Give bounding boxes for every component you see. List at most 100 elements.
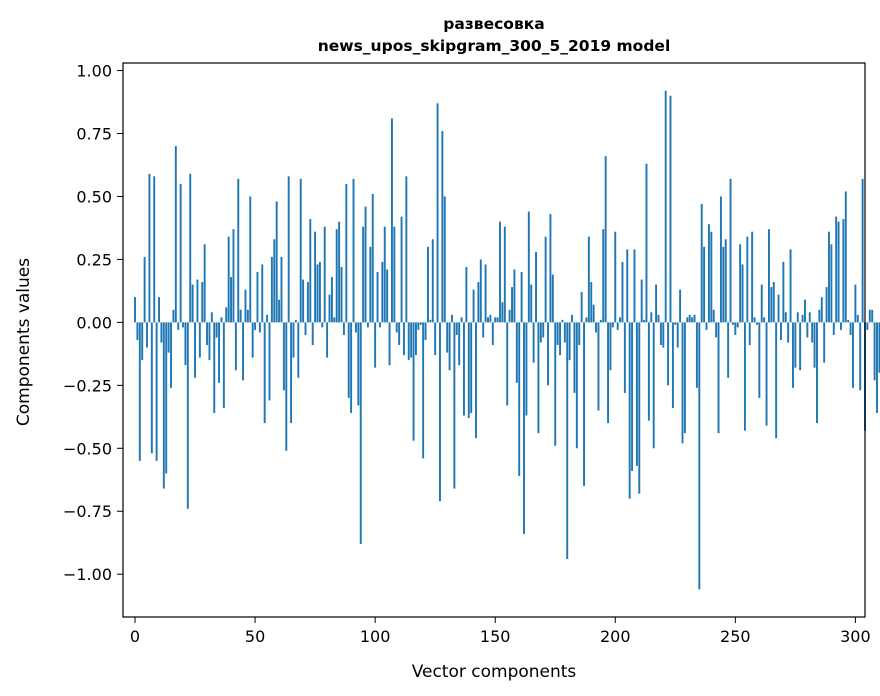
y-tick-label: 0.75 (76, 125, 112, 144)
bar-113 (405, 176, 408, 323)
bar-114 (407, 322, 410, 361)
bar-164 (527, 211, 530, 323)
bar-60 (278, 299, 281, 323)
bar-179 (563, 322, 566, 343)
bar-15 (170, 322, 172, 388)
bar-152 (499, 221, 501, 323)
bar-275 (794, 322, 797, 368)
bar-241 (712, 309, 715, 323)
bar-221 (664, 90, 667, 323)
bar-277 (799, 322, 802, 371)
bar-140 (470, 322, 473, 414)
bar-287 (823, 322, 826, 363)
bar-31 (208, 322, 211, 361)
bar-9 (155, 322, 158, 461)
bar-58 (273, 239, 276, 323)
bar-250 (734, 322, 737, 335)
bar-261 (760, 284, 763, 323)
bar-10 (158, 297, 160, 323)
bar-131 (448, 322, 451, 371)
bar-229 (683, 322, 686, 434)
bar-271 (784, 312, 787, 323)
bar-249 (731, 322, 734, 325)
bar-285 (818, 309, 821, 323)
bar-298 (849, 322, 852, 335)
bar-52 (258, 322, 261, 333)
bar-202 (619, 317, 622, 323)
x-tick-label: 50 (245, 627, 265, 646)
bar-144 (479, 259, 482, 323)
bar-262 (763, 317, 766, 323)
bar-168 (537, 322, 540, 434)
bar-63 (285, 322, 288, 451)
bar-211 (640, 279, 643, 323)
bar-38 (225, 307, 228, 323)
bar-65 (290, 322, 293, 424)
x-tick-label: 250 (720, 627, 751, 646)
bar-180 (566, 322, 569, 560)
bar-90 (350, 322, 353, 414)
bar-70 (302, 279, 305, 323)
bar-93 (357, 322, 360, 406)
bar-45 (242, 322, 245, 381)
bar-81 (328, 294, 331, 323)
bar-155 (506, 322, 509, 406)
bar-170 (542, 322, 545, 338)
bar-238 (705, 322, 708, 330)
bar-178 (561, 319, 564, 323)
bar-99 (371, 193, 374, 323)
bar-103 (381, 261, 384, 323)
bar-156 (508, 309, 511, 323)
bar-56 (268, 322, 271, 401)
bar-300 (854, 284, 857, 323)
bar-42 (234, 322, 237, 371)
bar-2 (138, 322, 141, 461)
bar-217 (655, 284, 658, 323)
bar-266 (772, 282, 775, 323)
y-tick-label: −1.00 (63, 565, 112, 584)
bar-88 (345, 183, 348, 323)
x-tick-label: 200 (600, 627, 631, 646)
bar-54 (263, 322, 266, 424)
bar-121 (424, 322, 427, 340)
bar-46 (244, 289, 247, 323)
bar-28 (201, 282, 204, 323)
bar-21 (184, 322, 187, 366)
bar-7 (150, 322, 153, 454)
bar-134 (455, 322, 458, 335)
bar-84 (335, 229, 338, 323)
bar-32 (210, 312, 213, 323)
bar-129 (443, 196, 446, 323)
bar-279 (804, 299, 806, 323)
bar-248 (729, 178, 732, 323)
bar-182 (571, 314, 573, 323)
bar-273 (789, 249, 792, 323)
bar-74 (311, 322, 314, 346)
bar-133 (453, 322, 456, 489)
bar-95 (362, 226, 365, 323)
bar-200 (614, 231, 617, 323)
bar-132 (451, 314, 453, 323)
bar-22 (186, 322, 189, 509)
bar-153 (501, 302, 504, 323)
bar-224 (671, 322, 674, 408)
bar-51 (256, 272, 259, 323)
bar-196 (604, 156, 607, 323)
bar-122 (427, 246, 429, 323)
bar-150 (494, 317, 497, 323)
chart-title-line-1: развесовка (443, 15, 545, 33)
bar-216 (652, 322, 655, 449)
bar-44 (239, 309, 242, 323)
x-axis-label: Vector components (412, 662, 577, 682)
bar-53 (261, 264, 264, 323)
bar-66 (292, 322, 295, 358)
bar-6 (148, 173, 151, 323)
bar-303 (861, 178, 864, 323)
bar-245 (722, 246, 725, 323)
bar-125 (434, 322, 437, 356)
bar-75 (314, 231, 317, 323)
bar-147 (487, 317, 489, 323)
y-tick-label: 0.50 (76, 187, 112, 206)
bar-199 (611, 322, 614, 328)
bar-281 (808, 312, 811, 323)
